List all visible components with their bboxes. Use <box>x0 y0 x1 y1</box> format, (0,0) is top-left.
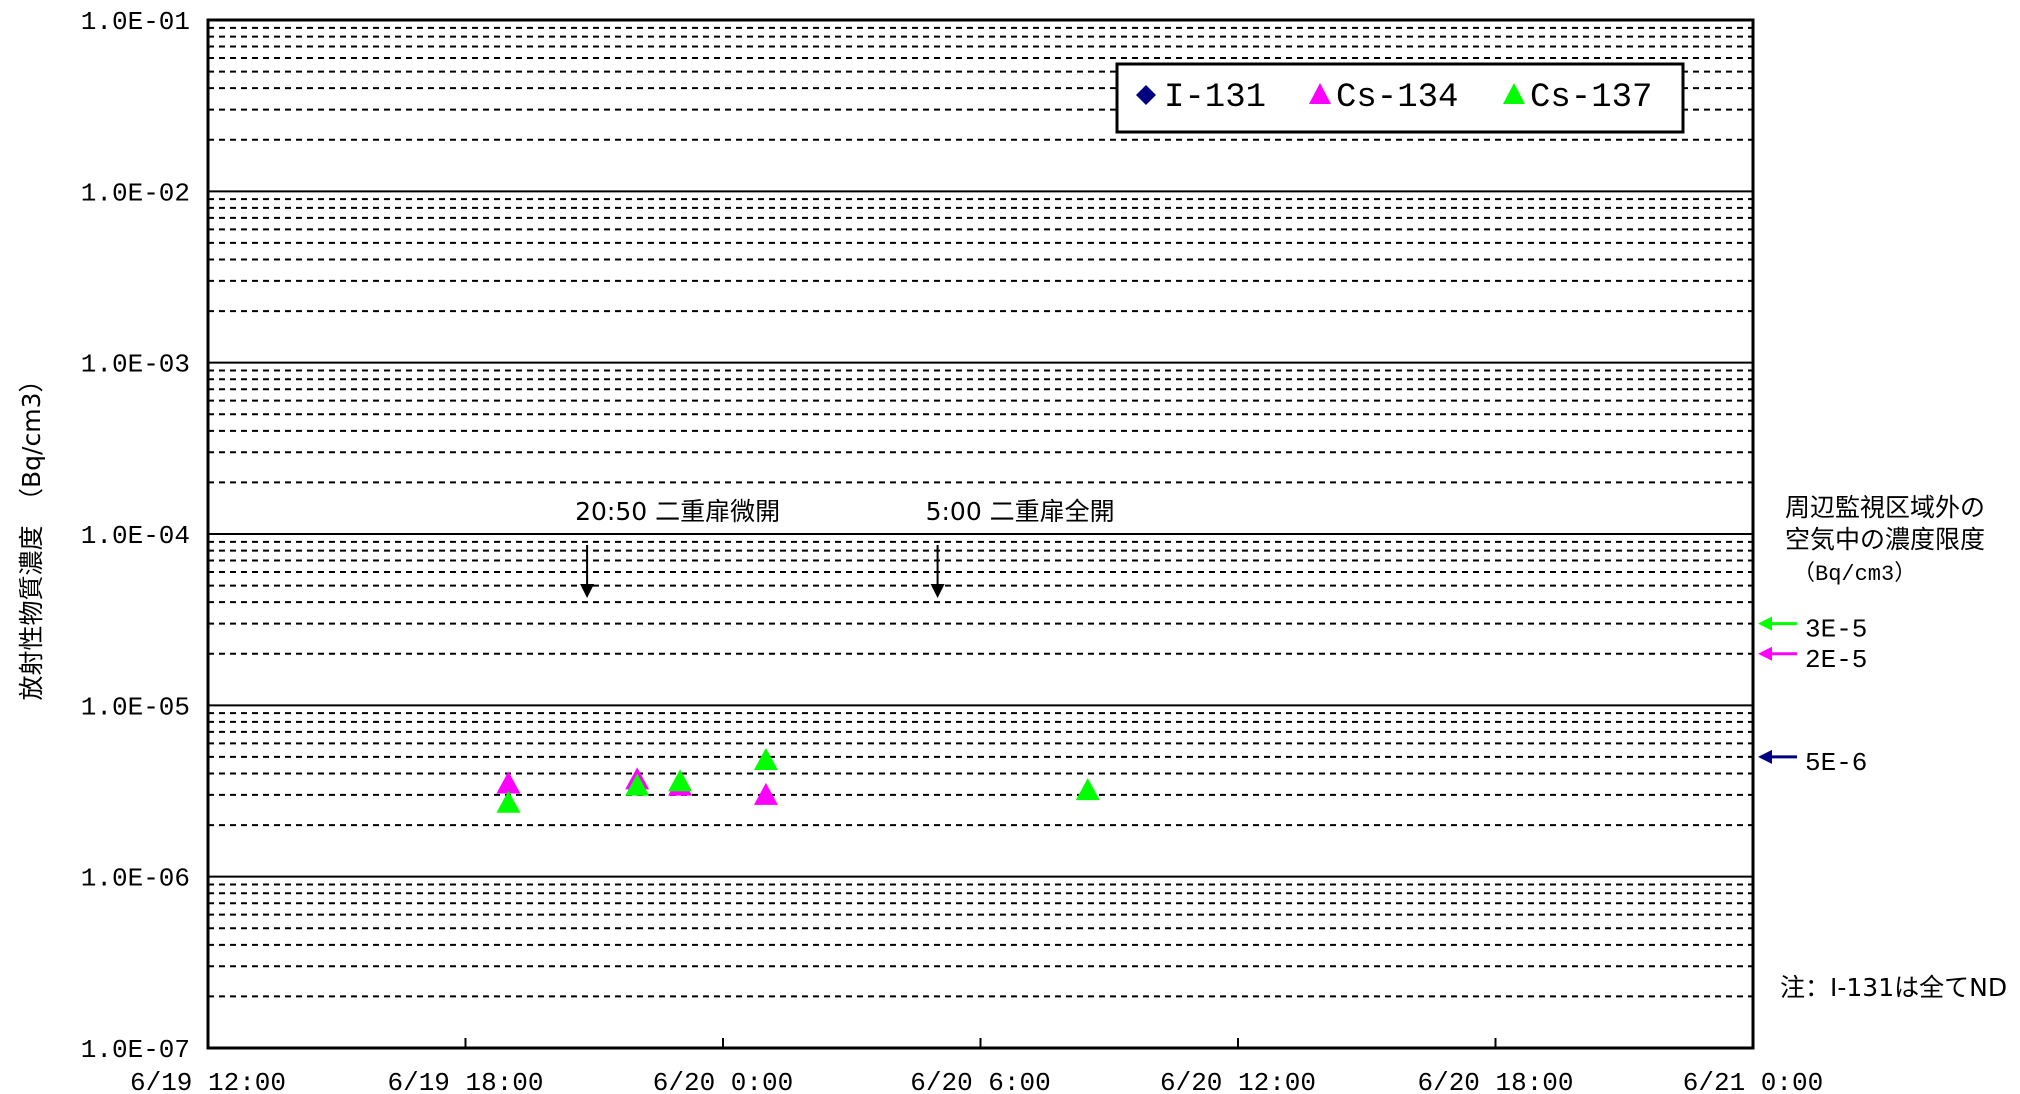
grid <box>208 26 1753 998</box>
annotation-arrow-head <box>930 584 945 598</box>
legend-marker-cs137 <box>1503 83 1525 104</box>
limit-arrow-head <box>1758 749 1772 764</box>
x-tick-label: 6/20 12:00 <box>1160 1068 1316 1094</box>
limit-unit: （Bq/cm3） <box>1793 562 1916 587</box>
limit-label: 2E-5 <box>1805 645 1867 675</box>
limit-panel: 周辺監視区域外の 空気中の濃度限度 （Bq/cm3） 3E-52E-55E-6 … <box>1758 493 2007 1002</box>
y-tick-label: 1.0E-01 <box>81 7 190 37</box>
x-tick-label: 6/20 6:00 <box>910 1068 1050 1094</box>
legend-box <box>1115 62 1685 134</box>
data-point-cs134 <box>496 771 521 794</box>
legend-marker-i131 <box>1136 85 1156 105</box>
x-tick-label: 6/20 18:00 <box>1417 1068 1573 1094</box>
data-point-cs137 <box>625 773 650 796</box>
data-point-cs134 <box>753 782 778 805</box>
limit-arrow-head <box>1758 616 1772 631</box>
limit-label: 5E-6 <box>1805 748 1867 778</box>
data-markers <box>496 747 1100 813</box>
y-axis-label: 放射性物質濃度 （Bq/cm3） <box>17 368 46 701</box>
annotation-arrow-head <box>580 584 595 598</box>
legend-label-cs134: Cs-134 <box>1336 79 1458 117</box>
data-point-cs137 <box>496 790 521 813</box>
y-tick-label: 1.0E-04 <box>81 521 190 551</box>
limit-markers: 3E-52E-5 5E-6 <box>1758 615 1867 778</box>
data-point-cs137 <box>668 769 693 792</box>
legend-label-i131: I-131 <box>1164 79 1266 117</box>
y-tick-label: 1.0E-03 <box>81 350 190 380</box>
annotation-label: 20:50 二重扉微開 <box>575 497 780 526</box>
x-tick-label: 6/19 18:00 <box>387 1068 543 1094</box>
annotation-label: 5:00 二重扉全開 <box>926 497 1115 526</box>
data-point-cs137 <box>753 747 778 770</box>
x-tick-label: 6/20 0:00 <box>653 1068 793 1094</box>
legend-label-cs137: Cs-137 <box>1530 79 1652 117</box>
x-ticks <box>207 1038 1754 1048</box>
legend-marker-cs134 <box>1309 83 1331 104</box>
limit-title-line2: 空気中の濃度限度 <box>1785 525 1985 554</box>
annotations: 20:50 二重扉微開 5:00 二重扉全開 <box>575 497 1115 598</box>
limit-label: 3E-5 <box>1805 615 1867 645</box>
x-tick-labels: 6/19 12:00 6/19 18:00 6/20 0:00 6/20 6:00 6/… <box>130 1068 1823 1094</box>
data-point-cs137 <box>1075 778 1100 801</box>
note-i131-nd: 注：I-131は全てND <box>1780 973 2007 1002</box>
y-tick-label: 1.0E-07 <box>81 1035 190 1065</box>
limit-arrow-head <box>1758 646 1772 661</box>
y-tick-label: 1.0E-05 <box>81 692 190 722</box>
y-tick-label: 1.0E-06 <box>81 864 190 894</box>
x-tick-label: 6/21 0:00 <box>1683 1068 1823 1094</box>
x-tick-label: 6/19 12:00 <box>130 1068 286 1094</box>
legend: I-131 Cs-134 Cs-137 <box>1115 62 1685 134</box>
limit-title-line1: 周辺監視区域外の <box>1785 493 1985 522</box>
y-tick-label: 1.0E-02 <box>81 178 190 208</box>
y-tick-labels: 1.0E-01 1.0E-02 1.0E-03 1.0E-04 1.0E-05 1.0E-… <box>81 7 190 1065</box>
